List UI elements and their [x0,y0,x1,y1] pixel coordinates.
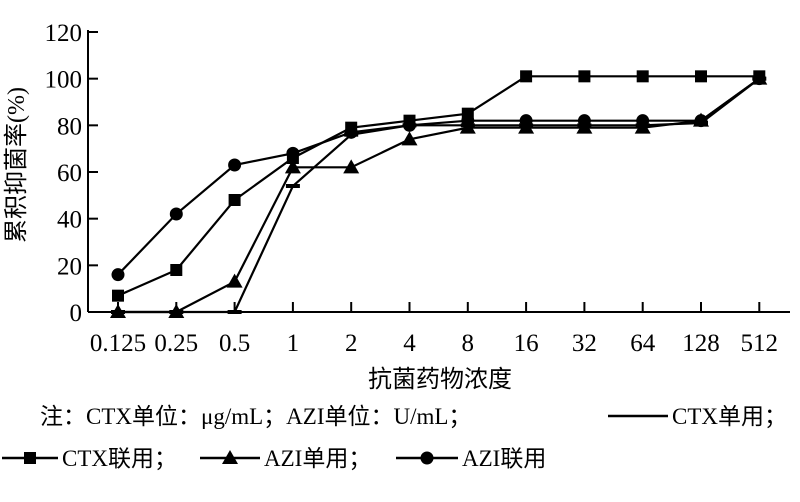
x-tick-label: 64 [630,330,656,357]
y-tick-label: 60 [57,160,82,187]
data-point [344,125,358,139]
data-point [226,273,243,288]
x-tick-label: 8 [462,330,475,357]
x-axis-title: 抗菌药物浓度 [368,366,512,393]
data-point [112,289,124,302]
data-point [284,159,301,174]
x-tick-label: 2 [345,330,358,357]
data-point [461,114,475,128]
data-point [577,114,591,128]
data-point [520,70,533,83]
x-tick-label: 512 [741,330,779,357]
legend-marker [222,450,238,464]
x-tick-label: 4 [403,330,416,357]
y-axis-title: 累积抑菌率(%) [3,87,30,243]
legend-entry: AZI联用 [396,446,546,471]
data-point [228,194,241,206]
legend-entry: CTX单用； [608,404,787,429]
data-point [228,158,242,172]
data-point [578,70,591,83]
data-point [343,159,360,174]
y-tick-label: 40 [57,207,82,234]
data-point [695,70,707,83]
x-tick-label: 0.25 [154,330,198,357]
data-point [752,72,766,86]
y-tick-label: 80 [57,113,82,140]
legend-entry: AZI单用； [200,446,371,471]
data-point [286,146,300,160]
data-point [401,131,418,146]
y-tick-label: 120 [45,20,83,47]
x-tick-label: 0.125 [90,330,146,357]
data-point [636,70,649,83]
series-line [117,77,760,276]
x-tick-label: 0.5 [219,330,250,357]
data-point [694,114,708,128]
legend-label: AZI单用； [264,446,371,471]
legend-marker [24,452,36,464]
data-point [168,304,185,318]
data-point [519,114,533,128]
data-point [403,118,416,132]
series-line [118,77,760,314]
data-point [110,304,126,318]
legend-marker [420,451,434,465]
y-tick-label: 0 [70,300,83,327]
legend-label: CTX联用； [62,446,177,471]
legend-entry: CTX联用； [2,446,177,471]
legend-label: CTX单用； [672,404,787,429]
legend-label: AZI联用 [462,446,546,471]
data-point [636,114,650,128]
data-point [227,310,242,314]
x-tick-label: 16 [514,330,539,357]
x-tick-label: 128 [682,330,720,357]
x-tick-label: 1 [287,330,300,357]
y-tick-label: 100 [45,67,83,94]
y-tick-label: 20 [57,253,82,280]
data-point [111,268,125,282]
data-point [170,264,183,276]
units-note: 注：CTX单位：μg/mL；AZI单位：U/mL； [40,404,471,429]
series-line [117,75,760,297]
series-circle [111,72,766,282]
series-line [118,77,760,314]
series-triangle [110,70,768,318]
data-point [285,184,300,188]
series-dash [111,76,767,314]
data-point [169,207,183,221]
x-tick-label: 32 [572,330,597,357]
